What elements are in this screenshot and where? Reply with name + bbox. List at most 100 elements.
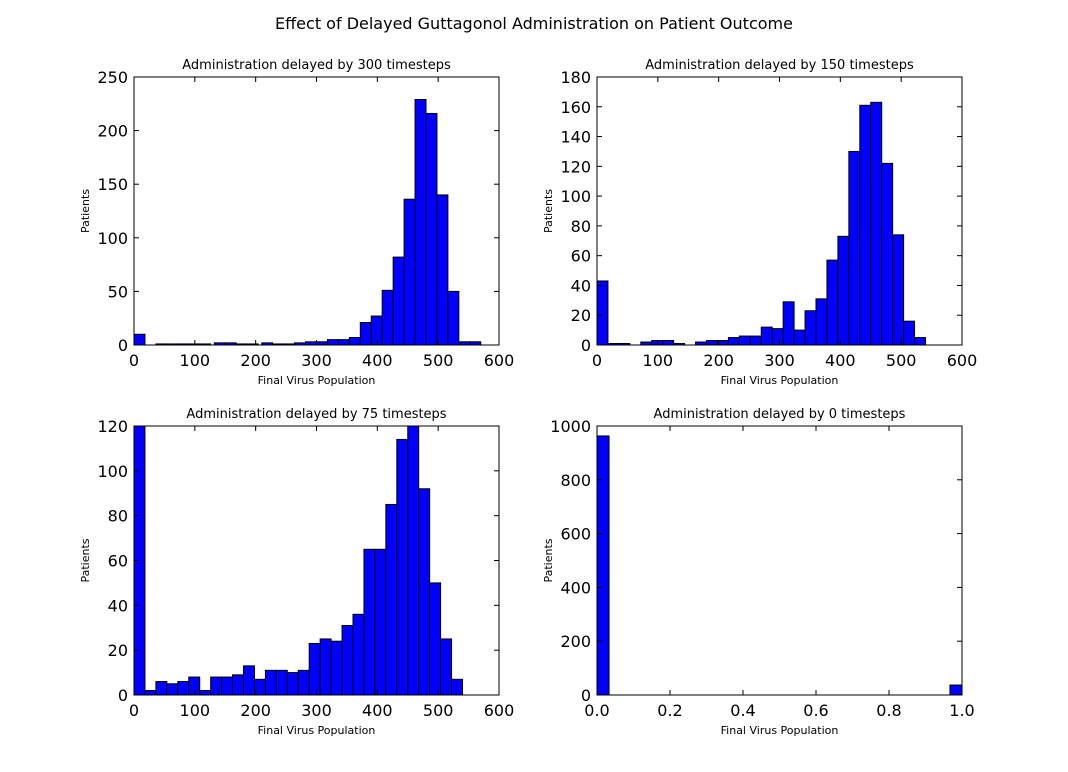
x-tick-label: 200 [240, 351, 271, 370]
panel-title: Administration delayed by 150 timesteps [645, 58, 914, 73]
histogram-bar [396, 438, 409, 696]
histogram-bar [738, 335, 751, 346]
histogram-bar [447, 290, 460, 346]
histogram-bar [337, 339, 350, 346]
histogram-bar [210, 676, 223, 696]
y-tick-label: 200 [97, 122, 128, 141]
y-tick-label: 40 [108, 596, 128, 615]
histogram-bar [392, 256, 405, 346]
histogram-bar [662, 340, 675, 346]
histogram-bar [166, 683, 179, 696]
y-axis-label: Patients [542, 538, 555, 582]
y-tick-label: 120 [97, 417, 128, 436]
histogram-bar [804, 310, 817, 346]
y-tick-label: 600 [560, 525, 591, 544]
x-tick-label: 0.2 [657, 701, 682, 720]
x-tick-label: 200 [703, 351, 734, 370]
histogram-bar [188, 676, 201, 696]
histogram-bar [308, 642, 321, 696]
panel-title: Administration delayed by 0 timesteps [654, 407, 906, 422]
x-tick-label: 600 [484, 701, 515, 720]
histogram-bar [903, 320, 916, 346]
y-tick-label: 150 [97, 175, 128, 194]
axes-frame [596, 76, 963, 346]
histogram-bar [892, 234, 905, 346]
x-tick-label: 600 [947, 351, 978, 370]
y-tick-label: 80 [108, 507, 128, 526]
histogram-bar [330, 640, 343, 696]
y-tick-label: 120 [560, 157, 591, 176]
y-tick-label: 40 [571, 276, 591, 295]
figure-suptitle: Effect of Delayed Guttagonol Administrat… [275, 14, 793, 33]
x-tick-label: 400 [362, 351, 393, 370]
x-tick-label: 300 [764, 351, 795, 370]
y-tick-label: 400 [560, 578, 591, 597]
histogram-bar [326, 339, 339, 346]
x-axis-label: Final Virus Population [721, 374, 839, 387]
histogram-bar [425, 112, 438, 346]
histogram-bar [771, 328, 784, 346]
y-tick-label: 180 [560, 68, 591, 87]
histogram-bar [859, 104, 872, 346]
y-tick-label: 20 [108, 641, 128, 660]
histogram-bar [177, 681, 190, 696]
histogram-bar [352, 613, 365, 696]
histogram-bar [436, 194, 449, 346]
x-tick-label: 0.6 [803, 701, 828, 720]
x-tick-label: 100 [643, 351, 674, 370]
histogram-panel-2: 0 100 200 300 400 500 600 0 20 40 60 80 100 120 140 160… [542, 58, 977, 387]
histogram-bar [429, 582, 442, 696]
histogram-bar [155, 681, 168, 696]
histogram-bar [221, 676, 234, 696]
histogram-bar [826, 259, 839, 346]
histogram-bar [144, 690, 157, 696]
histogram-bar [914, 337, 926, 346]
y-tick-label: 1000 [550, 417, 591, 436]
y-tick-label: 200 [560, 632, 591, 651]
y-tick-label: 250 [97, 68, 128, 87]
histogram-bar [848, 150, 861, 346]
y-tick-label: 80 [571, 217, 591, 236]
x-tick-label: 0.8 [876, 701, 901, 720]
histogram-bar [275, 669, 288, 696]
histogram-bar [407, 425, 420, 696]
histogram-bar [949, 684, 963, 696]
histogram-bar [760, 326, 773, 346]
y-tick-label: 140 [560, 128, 591, 147]
histogram-bar [286, 672, 299, 696]
x-tick-label: 100 [180, 701, 211, 720]
histogram-bar [363, 548, 376, 696]
histogram-bar [385, 503, 398, 696]
y-axis-label: Patients [79, 189, 92, 233]
x-tick-label: 1.0 [949, 701, 974, 720]
histogram-bar [815, 298, 828, 346]
histogram-bar [870, 101, 883, 346]
histogram-bar [727, 337, 740, 346]
histogram-bar [297, 669, 310, 696]
y-tick-label: 0 [581, 686, 591, 705]
x-tick-label: 0 [592, 351, 602, 370]
histogram-bar [370, 315, 383, 346]
histogram-bar [651, 340, 664, 346]
x-tick-label: 500 [423, 701, 454, 720]
histogram-bar [837, 235, 850, 346]
y-tick-label: 60 [571, 247, 591, 266]
x-tick-label: 500 [886, 351, 917, 370]
y-tick-label: 100 [97, 462, 128, 481]
histogram-bar [782, 301, 795, 346]
axes-frame [596, 425, 963, 696]
y-tick-label: 160 [560, 98, 591, 117]
histogram-bar [133, 333, 146, 346]
histogram-panel-4: 0.0 0.2 0.4 0.6 0.8 1.0 0 200 400 600 800 1000 Admin… [542, 407, 975, 737]
y-tick-label: 100 [97, 229, 128, 248]
y-axis-label: Patients [79, 538, 92, 582]
x-tick-label: 100 [180, 351, 211, 370]
histogram-bar [706, 340, 718, 346]
histogram-bar [418, 488, 431, 696]
histogram-bar [596, 280, 609, 346]
histogram-bar [264, 669, 277, 696]
panel-title: Administration delayed by 75 timesteps [186, 407, 446, 422]
histogram-panel-1: 0 100 200 300 400 500 600 0 50 100 150 200 250 Admini… [79, 58, 514, 387]
y-tick-label: 0 [118, 336, 128, 355]
